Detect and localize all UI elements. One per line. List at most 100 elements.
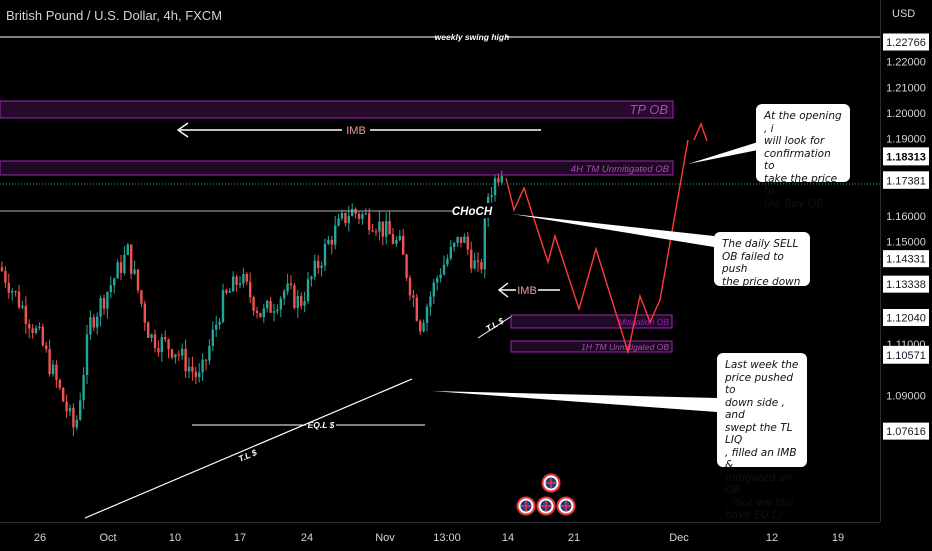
candle-body (320, 265, 323, 268)
candle-body (398, 236, 401, 240)
candle-body (395, 239, 398, 244)
imb-mid-label: IMB (517, 285, 537, 297)
candle-body (119, 262, 123, 273)
candle-body (102, 298, 106, 309)
candle-body (68, 407, 72, 412)
candle-body (266, 300, 269, 309)
candle-body (184, 348, 187, 372)
candle-body (371, 230, 374, 232)
candle-body (453, 242, 456, 247)
time-scale[interactable] (0, 522, 880, 551)
candle-body (106, 292, 109, 309)
candle-body (221, 290, 225, 322)
candle-body (235, 276, 238, 285)
candle-body (436, 278, 439, 283)
candle-body (459, 237, 463, 243)
candle-body (419, 320, 422, 332)
tm-4h-zone (0, 160, 674, 176)
candle-body (143, 303, 146, 323)
candle-body (218, 321, 221, 325)
tm-4h-label: 4H TM Unmitigated OB (571, 164, 670, 175)
candle-body (255, 310, 259, 313)
candle-body (245, 273, 248, 282)
candle-body (262, 308, 265, 318)
candle-body (126, 244, 129, 255)
candle-body (408, 277, 412, 296)
candle-body (167, 339, 170, 350)
candle-body (228, 291, 231, 293)
candle-body (439, 274, 442, 279)
callout-daily: The daily SELL OB failed to push the pri… (714, 232, 810, 300)
candle-body (286, 283, 289, 292)
candle-body (446, 258, 449, 265)
candle-body (283, 291, 286, 299)
candle-body (204, 359, 208, 361)
candle-body (313, 260, 316, 277)
candle-body (136, 269, 140, 291)
candle-body (405, 254, 408, 278)
candle-body (429, 296, 432, 307)
candle-body (194, 371, 197, 377)
candle-body (490, 195, 493, 197)
candle-body (470, 249, 473, 269)
candle-body (323, 243, 327, 266)
price-scale[interactable] (880, 0, 932, 522)
candle-body (164, 337, 167, 340)
trendline-main (84, 378, 413, 519)
candle-body (208, 345, 211, 361)
candle-body (17, 291, 21, 308)
candle-body (289, 283, 293, 286)
candle-body (177, 354, 180, 356)
candle-body (48, 349, 51, 375)
candle-body (327, 239, 330, 244)
candle-body (310, 276, 313, 280)
candle-body (480, 262, 483, 270)
candle-body (415, 297, 418, 321)
candle-body (500, 176, 503, 183)
candle-body (402, 236, 405, 255)
candle-body (493, 178, 497, 196)
candle-body (153, 334, 157, 349)
candle-body (368, 213, 371, 231)
candle-body (300, 296, 303, 306)
candle-body (55, 364, 58, 381)
imb-mid-bg (516, 283, 538, 297)
candle-body (0, 267, 4, 271)
candle-body (187, 366, 191, 372)
choch-label: CHoCH (452, 206, 493, 218)
candle-body (215, 324, 218, 330)
weekly-swing-high-label: weekly swing high (435, 32, 510, 42)
candle-body (7, 282, 10, 293)
candle-body (198, 372, 201, 377)
candle-body (82, 374, 85, 401)
callout-opening-text: At the opening , i will look for confirm… (764, 110, 842, 210)
weekly-swing-high-bg (438, 31, 506, 43)
candle-body (41, 326, 44, 346)
candle-body (147, 322, 150, 338)
candle-body (476, 260, 480, 263)
tm-1h-zone (510, 340, 673, 353)
candle-body (65, 401, 68, 412)
candle-body (191, 366, 194, 372)
candle-body (150, 334, 153, 338)
currency-label: USD (892, 8, 916, 20)
candle-body (303, 301, 306, 306)
candle-body (24, 306, 27, 324)
callout-last-week-pointer (432, 391, 717, 412)
candle-body (31, 328, 34, 333)
candle-body (14, 291, 17, 293)
candle-body (45, 345, 48, 350)
symbol-title: British Pound / U.S. Dollar, 4h, FXCM (6, 8, 223, 23)
candle-body (140, 290, 143, 304)
candle-body (463, 236, 466, 243)
candle-body (425, 306, 429, 323)
candle-body (456, 237, 459, 243)
candle-body (259, 312, 262, 318)
candle-body (466, 236, 469, 250)
candle-body (422, 322, 425, 332)
candle-body (364, 213, 367, 215)
candle-body (242, 273, 245, 284)
candle-body (296, 296, 299, 308)
